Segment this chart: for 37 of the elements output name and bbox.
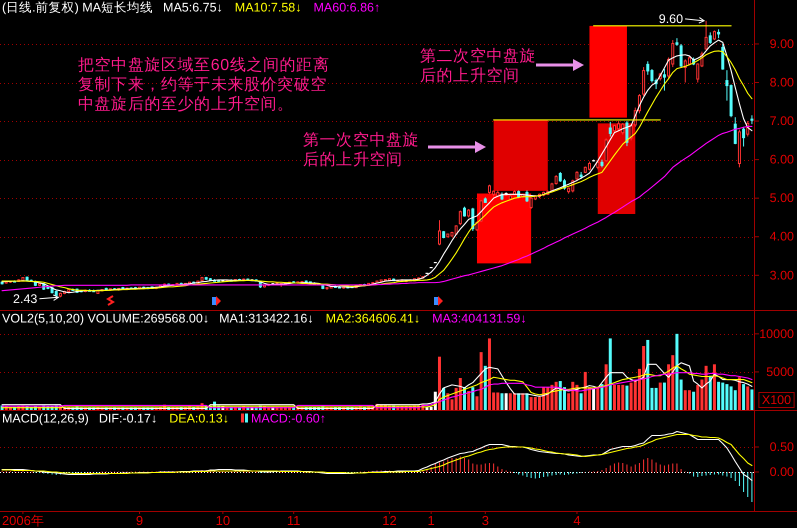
- text: MA2:364606.41↓: [326, 312, 420, 326]
- text: MA10:7.58↓: [234, 0, 302, 14]
- x-tick-label: 3: [482, 513, 489, 528]
- chart-title: (日线.前复权) MA短长均线: [2, 0, 154, 14]
- annotation: 把空中盘旋区域至60线之间的距离复制下来，约等于未来股价突破空中盘旋后的至少的上升空间。: [78, 56, 330, 112]
- x-tick-label: 10: [216, 513, 230, 528]
- annotation: 第一次空中盘旋后的上升空间: [303, 130, 420, 168]
- y-tick-label: 10000: [759, 326, 794, 341]
- text: DIF:-0.17↓: [98, 412, 158, 426]
- y-tick-label: 8.00: [770, 76, 794, 90]
- chart-title: MACD(12,26,9): [2, 412, 89, 426]
- x-tick-label: 4: [573, 513, 581, 528]
- text: MA3:404131.59↓: [432, 312, 527, 326]
- y-tick-label: 5.00: [770, 191, 794, 206]
- y-tick-label: 4.00: [770, 230, 794, 244]
- text: MA60:6.86↑: [314, 0, 380, 14]
- y-tick-label: 5000: [766, 364, 794, 379]
- annotation: 第二次空中盘旋后的上升空间: [420, 46, 536, 84]
- y-tick-label: 9.00: [770, 36, 794, 51]
- x-tick-label: 11: [286, 513, 300, 528]
- legend-label: MACD:-0.60↑: [250, 412, 326, 426]
- text: MA1:313422.16↓: [219, 312, 314, 326]
- x-tick-label: 2006年: [2, 513, 44, 528]
- y-tick-label: 6.00: [770, 152, 794, 167]
- text: DEA:0.13↓: [169, 412, 229, 426]
- x-tick-label: 1: [428, 513, 435, 528]
- y-tick-label: 0.50: [770, 440, 794, 454]
- text: 2.43: [13, 292, 38, 306]
- chart-title: VOL2(5,10,20) VOLUME:269568.00↓: [2, 312, 210, 326]
- text: 9.60: [658, 12, 684, 26]
- text: MA5:6.75↓: [163, 0, 223, 14]
- y-axis-title: X100: [762, 393, 792, 407]
- y-tick-label: 3.00: [770, 268, 794, 282]
- x-tick-label: 12: [382, 513, 397, 528]
- y-tick-label: 0.00: [770, 465, 794, 479]
- y-tick-label: 7.00: [770, 114, 794, 128]
- x-tick-label: 9: [136, 513, 144, 528]
